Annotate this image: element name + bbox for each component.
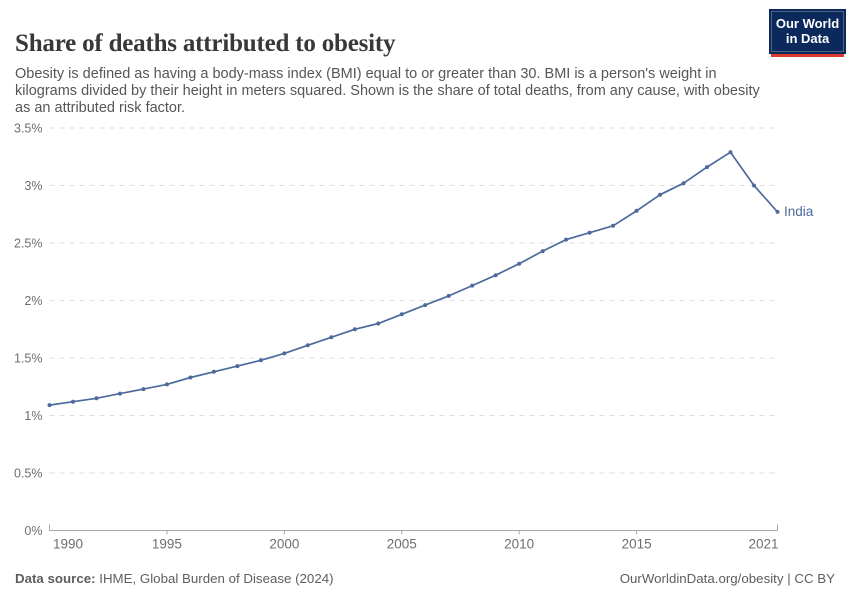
series-label-india: India (784, 204, 814, 219)
y-tick-label: 0.5% (14, 466, 43, 480)
data-source-label: Data source: (15, 571, 96, 586)
owid-logo-text-line1: Our World (775, 16, 840, 31)
data-point (47, 403, 52, 408)
data-point (517, 261, 522, 266)
data-point (752, 183, 756, 188)
chart-footer: Data source: IHME, Global Burden of Dise… (15, 571, 835, 586)
x-tick-label: 2000 (269, 537, 299, 552)
data-point (493, 273, 498, 278)
owid-url-link[interactable]: OurWorldinData.org/obesity | CC BY (619, 571, 835, 586)
data-point (258, 358, 263, 363)
data-point (282, 351, 287, 356)
owid-logo[interactable]: Our World in Data (769, 9, 846, 57)
data-point (564, 237, 569, 242)
y-tick-label: 1.5% (14, 351, 43, 365)
chart-subtitle: Obesity is defined as having a body-mass… (15, 65, 760, 116)
data-point (376, 321, 381, 326)
data-point (634, 208, 639, 213)
data-point (235, 364, 240, 369)
y-tick-label: 3.5% (14, 121, 43, 135)
data-line-india (48, 151, 779, 406)
y-tick-label: 3% (24, 179, 42, 193)
data-point (141, 387, 146, 392)
data-point (705, 165, 709, 170)
data-point (352, 327, 357, 332)
data-point (775, 209, 780, 214)
x-tick-label: 2005 (387, 537, 417, 552)
x-tick-label: 2015 (622, 537, 652, 552)
data-source-note: Data source: IHME, Global Burden of Dise… (15, 571, 334, 586)
owid-logo-red-stripe (771, 52, 844, 57)
y-tick-label: 2% (24, 294, 42, 308)
owid-logo-box: Our World in Data (769, 9, 846, 54)
x-tick-label: 2010 (504, 537, 534, 552)
data-point (423, 303, 428, 308)
data-point (399, 312, 404, 317)
y-tick-label: 1% (24, 409, 42, 423)
data-point (470, 283, 475, 288)
data-point (611, 223, 616, 228)
x-tick-label: 1995 (152, 537, 182, 552)
x-tick-label: 1990 (53, 537, 83, 552)
y-tick-label: 2.5% (14, 236, 43, 250)
data-point (94, 396, 99, 401)
data-point (305, 343, 310, 348)
data-point (446, 293, 451, 298)
data-source-text: IHME, Global Burden of Disease (2024) (95, 571, 334, 586)
data-point (329, 335, 334, 340)
data-point (71, 399, 75, 404)
data-point (728, 150, 733, 155)
y-tick-label: 0% (24, 524, 42, 538)
data-point (681, 181, 686, 186)
data-point (118, 391, 122, 396)
x-tick-label: 2021 (748, 537, 778, 552)
data-point (211, 369, 216, 374)
page-title: Share of deaths attributed to obesity (15, 29, 396, 57)
owid-logo-text-line2: in Data (785, 30, 830, 46)
data-point (658, 192, 663, 197)
data-point (540, 249, 545, 254)
data-point (587, 230, 592, 235)
data-point (164, 382, 169, 387)
data-point (188, 375, 193, 380)
